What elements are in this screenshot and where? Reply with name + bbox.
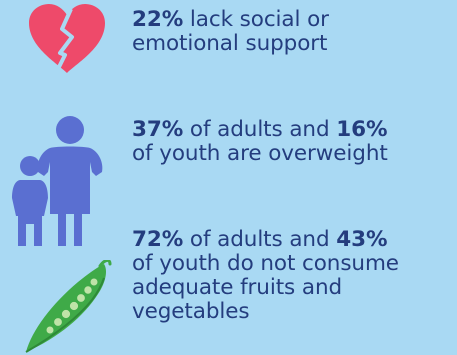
stat-text-segment: of youth do not consume	[132, 251, 399, 276]
stat-percent: 43%	[336, 227, 388, 252]
stat-text-segment: lack social or	[183, 7, 329, 32]
stat-overweight-text: 37% of adults and 16% of youth are overw…	[132, 118, 388, 166]
stat-text-segment: vegetables	[132, 299, 250, 324]
stat-text-segment: of youth are overweight	[132, 141, 388, 166]
stat-text-segment: adequate fruits and	[132, 275, 343, 300]
stat-percent: 16%	[336, 117, 388, 142]
stat-percent: 37%	[132, 117, 184, 142]
broken-heart-icon	[29, 4, 105, 73]
stat-text-segment: emotional support	[132, 31, 328, 56]
stat-text-segment: of adults and	[183, 117, 337, 142]
stat-percent: 22%	[132, 7, 184, 32]
stat-percent: 72%	[132, 227, 184, 252]
stat-fruits-vegetables-text: 72% of adults and 43% of youth do not co…	[132, 228, 399, 324]
stat-text-segment: of adults and	[183, 227, 337, 252]
adult-and-child-icon	[12, 116, 103, 246]
stat-overweight: 37% of adults and 16% of youth are overw…	[0, 110, 457, 246]
pea-pod-icon	[25, 260, 112, 353]
stat-social-support: 22% lack social or emotional support	[0, 0, 457, 110]
stat-fruits-vegetables: 72% of adults and 43% of youth do not co…	[0, 220, 457, 353]
stat-social-support-text: 22% lack social or emotional support	[132, 8, 329, 56]
